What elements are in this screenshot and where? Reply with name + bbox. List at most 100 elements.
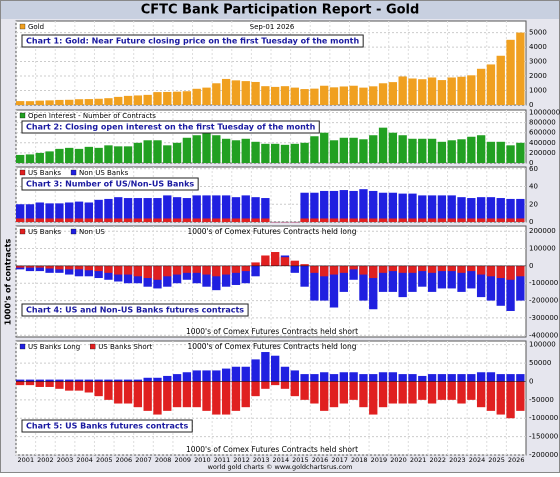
bar	[467, 374, 475, 381]
bar	[340, 138, 348, 163]
x-tick-label: 2009	[174, 456, 191, 464]
bar	[516, 143, 524, 163]
bar	[448, 218, 456, 222]
bar	[281, 257, 289, 266]
bar	[320, 372, 328, 381]
bar	[45, 100, 53, 105]
legend-label: US Banks	[28, 169, 61, 177]
bar	[477, 197, 485, 222]
main-title: CFTC Bank Participation Report - Gold	[141, 3, 420, 18]
bar	[261, 381, 269, 388]
bar	[300, 218, 308, 222]
bar	[271, 252, 279, 266]
bar	[65, 380, 73, 382]
bar	[497, 198, 505, 222]
bar	[467, 137, 475, 163]
bar	[418, 139, 426, 163]
bar	[399, 266, 407, 273]
bar	[75, 266, 83, 269]
bar	[310, 374, 318, 381]
bar	[448, 374, 456, 381]
bar	[457, 266, 465, 273]
bar	[399, 76, 407, 105]
bar	[369, 135, 377, 163]
bar	[153, 92, 161, 105]
bar	[457, 374, 465, 381]
bar	[55, 381, 63, 388]
bar	[104, 98, 112, 105]
bar	[261, 86, 269, 105]
bar	[134, 95, 142, 105]
bar	[94, 99, 102, 105]
bar	[457, 197, 465, 222]
bar	[163, 92, 171, 105]
bar	[36, 266, 44, 268]
x-tick-label: 2022	[429, 456, 446, 464]
x-tick-label: 2020	[390, 456, 407, 464]
bar	[408, 266, 416, 273]
bar	[75, 218, 83, 222]
bar	[428, 381, 436, 403]
bar	[281, 367, 289, 382]
bar	[144, 218, 152, 222]
bar	[16, 380, 24, 382]
bar	[153, 266, 161, 280]
bar	[291, 88, 299, 105]
bar	[438, 218, 446, 222]
bar	[202, 133, 210, 163]
bar	[85, 381, 93, 392]
chart-label: Chart 1: Gold: Near Future closing price…	[26, 37, 359, 46]
bar	[36, 381, 44, 387]
legend-swatch	[20, 24, 25, 29]
bar	[124, 96, 132, 105]
bar	[242, 381, 250, 407]
bar	[16, 155, 24, 163]
bar	[94, 148, 102, 163]
bar	[153, 381, 161, 414]
x-tick-label: 2026	[508, 456, 525, 464]
bar	[320, 133, 328, 163]
bar	[55, 218, 63, 222]
legend-label: Non US	[79, 228, 105, 236]
y-tick-label: 0	[529, 377, 533, 385]
bar	[467, 75, 475, 105]
bar	[487, 218, 495, 222]
x-tick-label: 2025	[488, 456, 505, 464]
bar	[330, 266, 338, 275]
bar	[173, 218, 181, 222]
bar	[173, 197, 181, 222]
bar	[300, 374, 308, 381]
bar	[251, 266, 259, 276]
bar	[124, 198, 132, 222]
bar	[389, 82, 397, 105]
bar	[320, 266, 328, 276]
bar	[153, 218, 161, 222]
bar	[232, 381, 240, 410]
bar	[114, 380, 122, 382]
bar	[291, 266, 299, 273]
bar	[134, 218, 142, 222]
bar	[124, 218, 132, 222]
bar	[26, 381, 34, 385]
bar	[114, 266, 122, 275]
bar	[114, 146, 122, 163]
y-tick-label: 2000	[529, 72, 547, 80]
bar	[222, 369, 230, 382]
bar	[457, 77, 465, 105]
chart-label: Chart 5: US Banks futures contracts	[26, 422, 188, 431]
y-tick-label: 0	[529, 262, 533, 270]
bar	[300, 381, 308, 399]
bar	[271, 381, 279, 385]
y-tick-label: -150000	[529, 433, 558, 441]
legend-label: Open Interest - Number of Contracts	[28, 112, 156, 120]
x-tick-label: 2010	[194, 456, 211, 464]
bar	[232, 367, 240, 382]
bar	[399, 194, 407, 222]
bar	[26, 380, 34, 382]
bar	[261, 352, 269, 381]
bar	[173, 381, 181, 407]
bar	[291, 144, 299, 163]
bar	[389, 381, 397, 403]
bar	[379, 372, 387, 381]
bar	[114, 218, 122, 222]
